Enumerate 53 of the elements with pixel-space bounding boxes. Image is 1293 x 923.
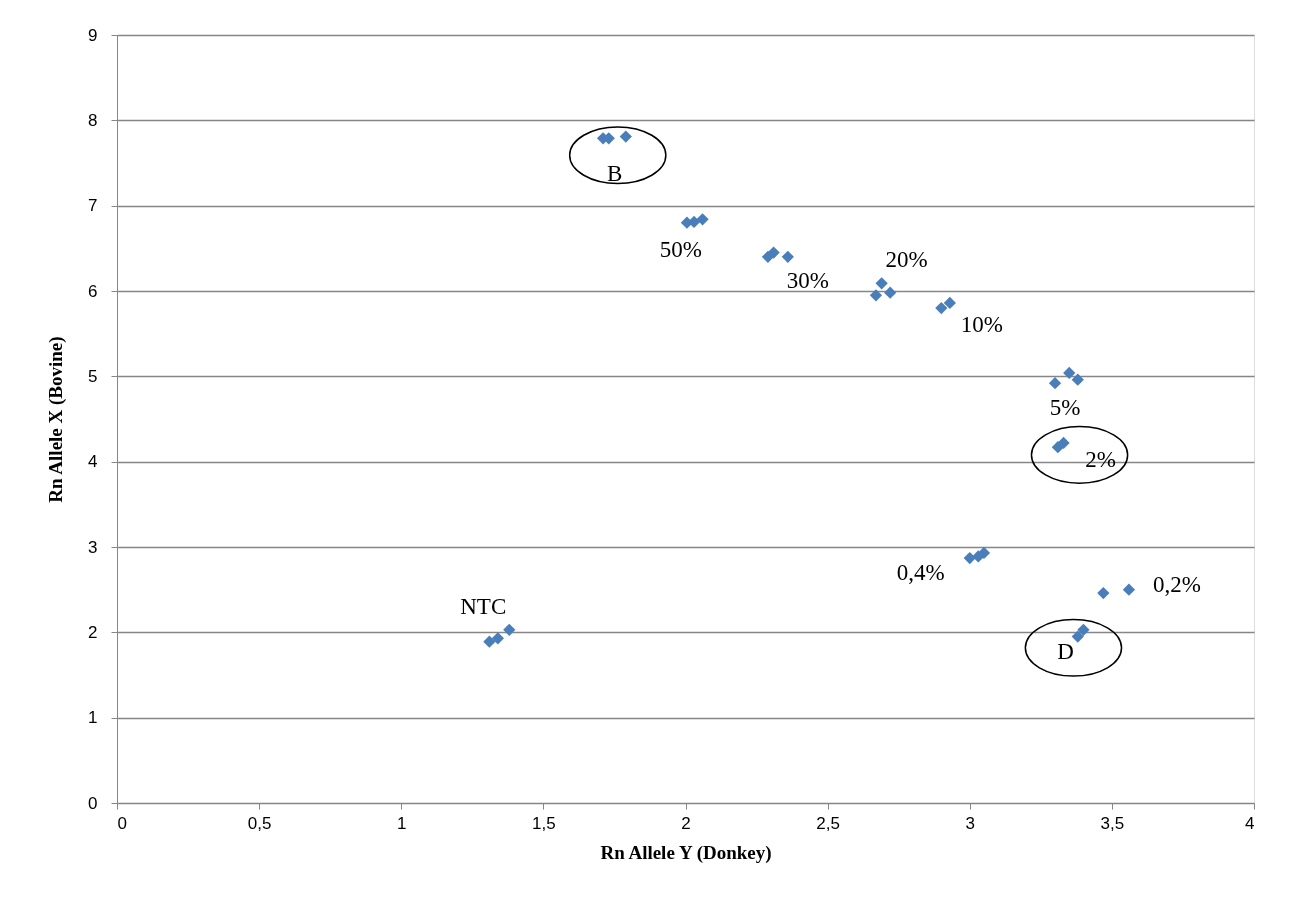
point [1048, 377, 1062, 390]
annotation: 10% [960, 311, 1003, 337]
y-tick-label: 8 [88, 110, 98, 130]
y-tick-label: 4 [88, 452, 98, 472]
x-tick-label: 3,5 [1100, 813, 1125, 833]
annotation: B [607, 161, 623, 187]
y-tick-label: 0 [88, 793, 98, 813]
point [1063, 366, 1076, 380]
annotation: 0,2% [1152, 571, 1201, 597]
point [1097, 586, 1110, 600]
annotation: D [1057, 638, 1074, 664]
y-axis-title: Rn Allele X (Bovine) [45, 336, 68, 503]
point [935, 301, 948, 315]
x-tick-label: 3 [965, 813, 975, 833]
x-tick-label: 2 [681, 813, 691, 833]
point [1071, 373, 1084, 386]
x-tick-label: 0,5 [247, 813, 272, 833]
annotation: 5% [1049, 395, 1081, 421]
annotation: 50% [659, 236, 703, 262]
point [619, 130, 632, 143]
x-tick-label: 2,5 [816, 813, 840, 833]
point [491, 632, 505, 645]
point [483, 635, 496, 648]
annotation: 0,4% [896, 560, 945, 586]
annotation: NTC [460, 593, 507, 619]
point [781, 250, 794, 263]
point [875, 277, 888, 290]
annotation: 20% [885, 247, 928, 273]
point [696, 213, 709, 226]
point [1122, 583, 1136, 596]
point [1071, 630, 1084, 643]
x-tick-label: 4 [1245, 813, 1255, 833]
point [767, 246, 780, 259]
x-tick-label: 1,5 [532, 813, 556, 833]
y-tick-label: 6 [88, 281, 98, 301]
x-axis-title: Rn Allele Y (Donkey) [600, 841, 772, 864]
point [884, 286, 897, 299]
y-tick-label: 9 [88, 25, 98, 45]
x-tick-label: 0 [117, 813, 127, 833]
y-tick-label: 1 [88, 708, 98, 728]
point [503, 623, 516, 636]
y-tick-label: 7 [88, 196, 98, 216]
point [943, 296, 956, 310]
point [869, 289, 883, 302]
y-tick-label: 5 [88, 366, 98, 386]
point [977, 546, 991, 560]
point [1077, 623, 1090, 636]
y-tick-label: 3 [88, 537, 98, 557]
annotation: 2% [1085, 446, 1116, 472]
point [1057, 436, 1070, 450]
x-tick-label: 1 [397, 813, 407, 833]
y-tick-label: 2 [88, 622, 98, 642]
annotation: 30% [786, 267, 829, 293]
